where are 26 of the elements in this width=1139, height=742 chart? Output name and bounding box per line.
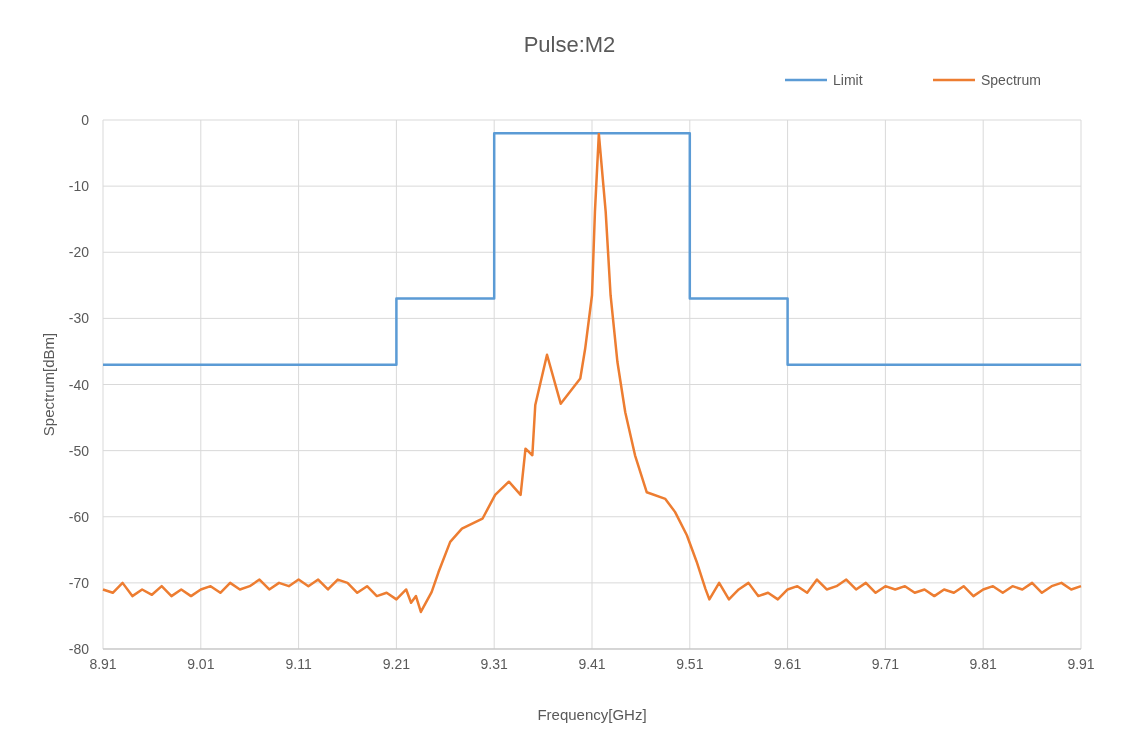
- x-tick-label: 9.91: [1067, 656, 1095, 672]
- line-series: [101, 132, 1083, 614]
- legend-label: Limit: [833, 72, 863, 88]
- y-tick-label: -60: [68, 508, 90, 525]
- x-tick-label: 9.31: [480, 656, 509, 672]
- y-tick-label: -80: [68, 641, 90, 657]
- x-tick-label: 9.61: [773, 656, 802, 672]
- x-axis-title: Frequency[GHz]: [537, 706, 647, 723]
- y-tick-label: -70: [68, 574, 90, 591]
- x-tick-label: 9.01: [187, 656, 215, 672]
- y-tick-label: 0: [81, 112, 90, 128]
- y-tick-label: -50: [68, 442, 90, 459]
- y-tick-label: -10: [68, 178, 90, 195]
- y-tick-label: -20: [68, 244, 90, 261]
- chart-title: Pulse:M2: [523, 32, 616, 57]
- y-axis-title: Spectrum[dBm]: [40, 332, 57, 437]
- y-tick-label: -30: [68, 310, 90, 327]
- x-tick-label: 9.41: [578, 656, 606, 672]
- y-tick-label: -40: [68, 376, 90, 393]
- x-tick-label: 8.91: [89, 656, 117, 672]
- x-tick-label: 9.21: [382, 656, 411, 672]
- x-tick-label: 9.11: [285, 656, 312, 672]
- x-tick-label: 9.81: [969, 656, 998, 672]
- x-tick-label: 9.51: [676, 656, 704, 672]
- legend-label: Spectrum: [981, 72, 1041, 88]
- x-tick-label: 9.71: [871, 656, 900, 672]
